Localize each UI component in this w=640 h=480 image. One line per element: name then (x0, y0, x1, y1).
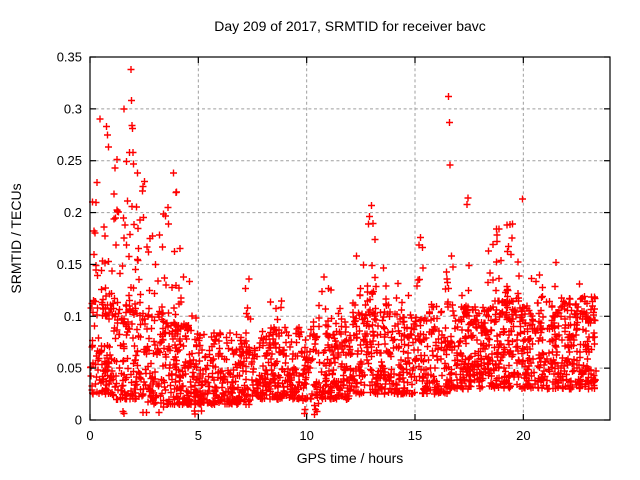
x-tick-label: 15 (408, 428, 422, 443)
x-tick-label: 20 (516, 428, 530, 443)
y-tick-label: 0.35 (57, 50, 82, 65)
y-tick-label: 0 (75, 413, 82, 428)
tick-labels-layer: 0 5 10 15 20 0 0.05 0.1 0.15 0.2 0.25 0.3 0.35 (57, 50, 531, 444)
y-axis-label: SRMTID / TECUs (8, 183, 24, 293)
y-tick-label: 0.2 (64, 205, 82, 220)
chart-title: Day 209 of 2017, SRMTID for receiver bav… (214, 18, 486, 34)
x-tick-label: 10 (299, 428, 313, 443)
y-tick-label: 0.15 (57, 257, 82, 272)
axis-ticks-layer (89, 56, 610, 421)
y-tick-label: 0.1 (64, 309, 82, 324)
y-tick-label: 0.05 (57, 361, 82, 376)
x-tick-label: 5 (195, 428, 202, 443)
y-tick-label: 0.3 (64, 101, 82, 116)
x-axis-label: GPS time / hours (297, 450, 404, 466)
scatter-points-layer (87, 66, 600, 418)
scatter-points (87, 66, 600, 418)
x-tick-label: 0 (86, 428, 93, 443)
plot-border (89, 56, 611, 421)
y-tick-label: 0.25 (57, 153, 82, 168)
